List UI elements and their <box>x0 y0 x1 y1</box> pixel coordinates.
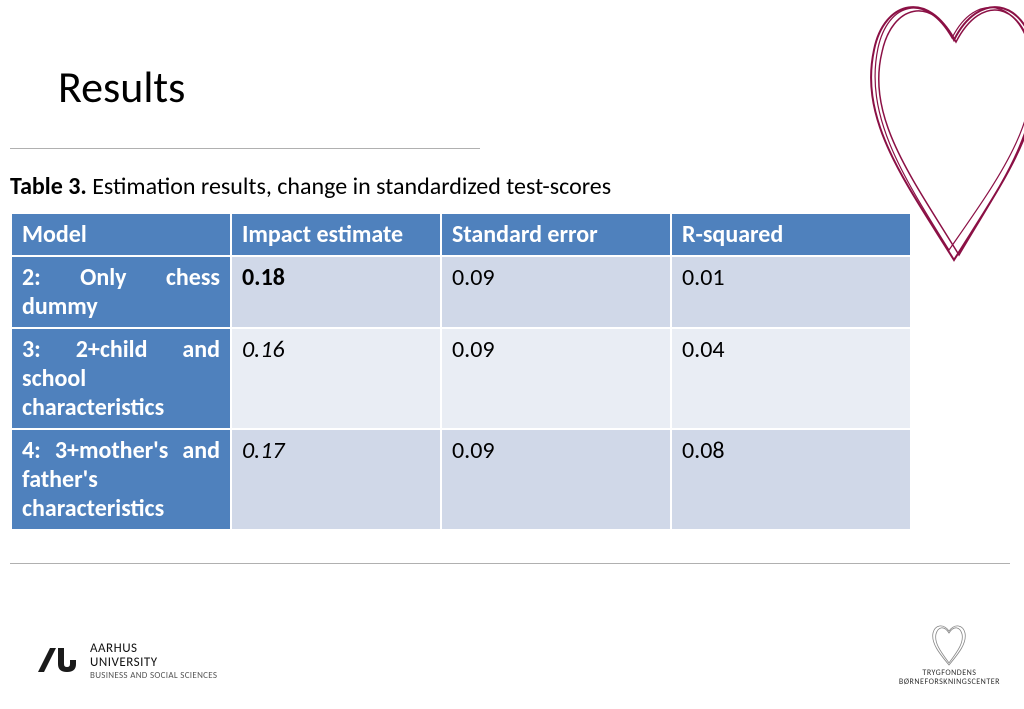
row-r2: 0.08 <box>671 429 911 530</box>
row-se: 0.09 <box>441 256 671 328</box>
table-header-row: Model Impact estimate Standard error R-s… <box>11 213 911 256</box>
footer-center-line2: BØRNEFORSKNINGSCENTER <box>899 678 1000 687</box>
row-model: 3: 2+child andschoolcharacteristics <box>11 328 231 429</box>
aarhus-logo-icon <box>36 646 80 676</box>
footer-left-text: AARHUS UNIVERSITY BUSINESS AND SOCIAL SC… <box>90 642 217 681</box>
table-row: 2: Only chessdummy0.180.090.01 <box>11 256 911 328</box>
caption-label: Table 3. <box>10 172 87 201</box>
slide: Results Table 3. Estimation results, cha… <box>0 0 1024 709</box>
heart-small-icon <box>929 619 969 667</box>
row-se: 0.09 <box>441 429 671 530</box>
page-title: Results <box>58 60 185 114</box>
divider-top <box>10 148 480 149</box>
footer-right: TRYGFONDENS BØRNEFORSKNINGSCENTER <box>899 619 1000 687</box>
row-impact: 0.16 <box>231 328 441 429</box>
footer-left: AARHUS UNIVERSITY BUSINESS AND SOCIAL SC… <box>36 642 217 681</box>
col-header-r2: R-squared <box>671 213 911 256</box>
results-table-wrap: Model Impact estimate Standard error R-s… <box>10 212 910 531</box>
row-model: 4: 3+mother's andfather'scharacteristics <box>11 429 231 530</box>
footer-org-line1: AARHUS <box>90 642 217 656</box>
col-header-se: Standard error <box>441 213 671 256</box>
row-r2: 0.01 <box>671 256 911 328</box>
row-r2: 0.04 <box>671 328 911 429</box>
table-row: 4: 3+mother's andfather'scharacteristics… <box>11 429 911 530</box>
footer-right-text: TRYGFONDENS BØRNEFORSKNINGSCENTER <box>899 669 1000 687</box>
divider-bottom <box>10 563 1010 564</box>
col-header-impact: Impact estimate <box>231 213 441 256</box>
results-table: Model Impact estimate Standard error R-s… <box>10 212 912 531</box>
table-row: 3: 2+child andschoolcharacteristics0.160… <box>11 328 911 429</box>
row-model: 2: Only chessdummy <box>11 256 231 328</box>
table-caption: Table 3. Estimation results, change in s… <box>10 172 611 201</box>
row-impact: 0.18 <box>231 256 441 328</box>
col-header-model: Model <box>11 213 231 256</box>
row-impact: 0.17 <box>231 429 441 530</box>
footer-org-line3: BUSINESS AND SOCIAL SCIENCES <box>90 671 217 681</box>
caption-text: Estimation results, change in standardiz… <box>87 172 611 201</box>
row-se: 0.09 <box>441 328 671 429</box>
footer-org-line2: UNIVERSITY <box>90 656 217 670</box>
